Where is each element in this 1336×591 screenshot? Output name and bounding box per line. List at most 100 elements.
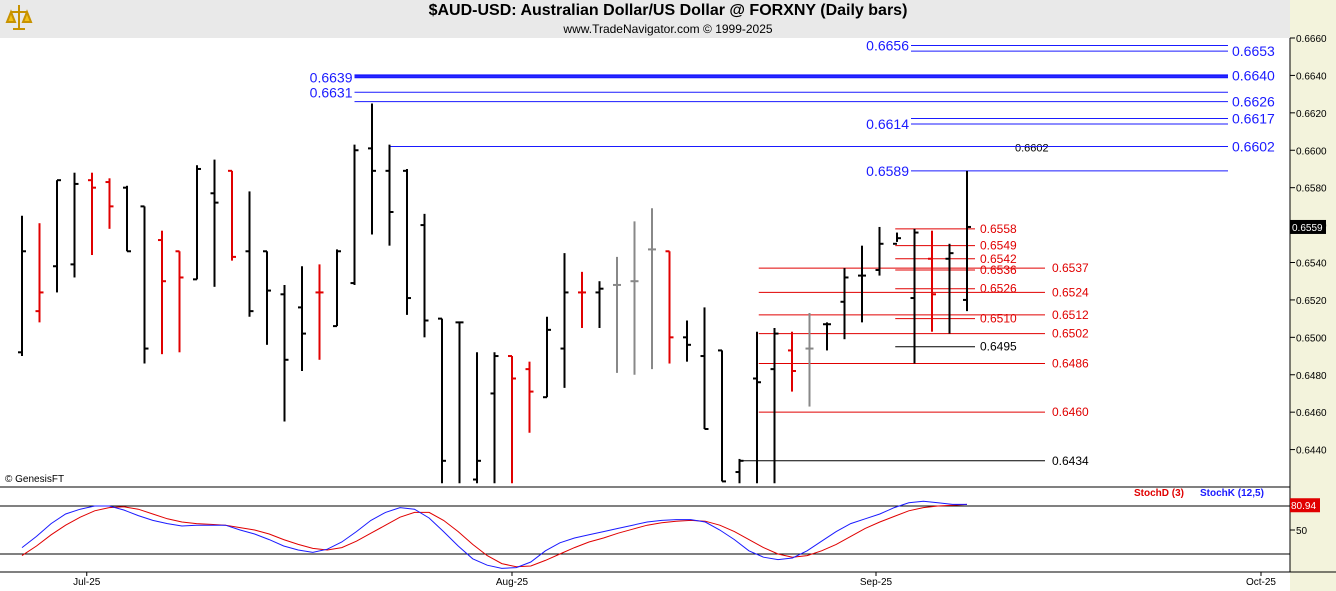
ohlc-bar — [735, 458, 744, 484]
y-tick-label: 0.6540 — [1296, 259, 1327, 270]
level-label: 0.6486 — [1052, 357, 1089, 371]
last-price-box — [1290, 219, 1326, 234]
stochk-line — [21, 500, 967, 569]
x-tick-label: Aug-25 — [496, 577, 529, 588]
ohlc-bar — [543, 316, 551, 399]
y-tick-label: 0.6440 — [1296, 446, 1327, 457]
stoch-y-tick-label: 50 — [1296, 526, 1308, 537]
ohlc-bar — [35, 223, 44, 323]
ohlc-bar — [875, 226, 884, 276]
level-line: 0.6558 — [895, 222, 1017, 236]
level-line: 0.6617 — [911, 110, 1275, 126]
level-line: 0.6549 — [895, 239, 1017, 253]
y-tick-label: 0.6620 — [1296, 109, 1327, 120]
ohlc-bar — [123, 185, 131, 253]
stoch-last-label: 80.94 — [1291, 501, 1316, 512]
y-tick-label: 0.6660 — [1296, 34, 1327, 45]
level-label: 0.6617 — [1232, 110, 1275, 126]
level-label: 0.6510 — [980, 312, 1017, 326]
y-tick-label: 0.6640 — [1296, 71, 1327, 82]
level-line: 0.6602 — [389, 139, 1275, 155]
ohlc-bar — [840, 268, 849, 340]
level-line: 0.6542 — [895, 252, 1017, 266]
ohlc-bar — [245, 191, 254, 317]
ohlc-bar — [665, 250, 674, 364]
level-line: 0.6486 — [758, 357, 1089, 371]
level-line: 0.6614 — [866, 116, 1228, 132]
y-tick-label: 0.6480 — [1296, 371, 1327, 382]
level-label: 0.6495 — [980, 340, 1017, 354]
level-label: 0.6549 — [980, 239, 1017, 253]
ohlc-bar — [350, 144, 359, 285]
level-line: 0.6602 — [1015, 143, 1049, 155]
ohlc-bar — [385, 144, 394, 246]
ohlc-bar — [175, 250, 184, 353]
level-label: 0.6512 — [1052, 308, 1089, 322]
chart-title: $AUD-USD: Australian Dollar/US Dollar @ … — [428, 2, 908, 19]
ohlc-bar — [770, 327, 779, 484]
ohlc-bar — [613, 256, 621, 373]
ohlc-bar — [910, 228, 919, 364]
ohlc-bar — [928, 230, 936, 332]
ohlc-bar — [70, 172, 79, 278]
ohlc-bar — [490, 352, 499, 484]
level-line: 0.6639 — [310, 69, 1228, 85]
x-tick-label: Sep-25 — [860, 577, 893, 588]
x-tick-label: Jul-25 — [73, 577, 101, 588]
y-tick-label: 0.6520 — [1296, 296, 1327, 307]
level-label: 0.6626 — [1232, 94, 1275, 110]
ohlc-bar — [508, 355, 516, 484]
level-line: 0.6536 — [895, 263, 1017, 277]
ohlc-bar — [228, 169, 236, 261]
ohlc-bar — [893, 232, 901, 245]
ohlc-bar — [578, 271, 586, 328]
chart-subtitle: www.TradeNavigator.com © 1999-2025 — [563, 22, 773, 36]
ohlc-bar — [648, 208, 656, 370]
ohlc-bar — [403, 168, 411, 315]
level-label: 0.6536 — [980, 263, 1017, 277]
ohlc-bar — [963, 170, 971, 312]
ohlc-bar — [805, 313, 814, 407]
level-line: 0.6640 — [354, 67, 1275, 83]
ohlc-bar — [105, 178, 114, 229]
ohlc-bar — [193, 165, 201, 281]
ohlc-bar — [683, 320, 691, 362]
level-line: 0.6653 — [911, 43, 1275, 59]
level-line: 0.6589 — [866, 163, 1228, 179]
ohlc-bar — [858, 245, 866, 323]
ohlc-bar — [18, 215, 26, 357]
ohlc-bar — [473, 352, 481, 484]
level-label: 0.6589 — [866, 163, 909, 179]
level-label: 0.6656 — [866, 37, 909, 53]
ohlc-bar — [700, 307, 709, 431]
ohlc-bar — [945, 243, 954, 334]
ohlc-bar — [525, 361, 534, 433]
y-tick-label: 0.6500 — [1296, 333, 1327, 344]
ohlc-bar — [788, 331, 796, 392]
stochd-line — [21, 503, 968, 568]
level-line: 0.6631 — [310, 84, 1228, 100]
level-label: 0.6542 — [980, 252, 1017, 266]
y-tick-label: 0.6460 — [1296, 408, 1327, 419]
copyright-notice: © GenesisFT — [5, 474, 65, 485]
x-tick-label: Oct-25 — [1246, 577, 1276, 588]
stoch-last-box — [1290, 498, 1320, 513]
ohlc-bar — [210, 159, 219, 287]
level-label: 0.6602 — [1232, 139, 1275, 155]
level-line: 0.6524 — [758, 285, 1089, 299]
level-line: 0.6495 — [895, 340, 1017, 354]
ohlc-bar — [333, 249, 341, 328]
level-line: 0.6656 — [866, 37, 1228, 53]
ohlc-bar — [53, 179, 61, 293]
stochd-legend: StochD (3) — [1134, 488, 1184, 499]
ohlc-bar — [158, 230, 166, 355]
last-price-label: 0.6559 — [1292, 223, 1323, 234]
y-tick-label: 0.6600 — [1296, 146, 1327, 157]
level-label: 0.6631 — [310, 84, 353, 100]
ohlc-bar — [88, 172, 96, 256]
level-line: 0.6502 — [758, 327, 1089, 341]
y-tick-label: 0.6580 — [1296, 184, 1327, 195]
ohlc-bar — [595, 281, 604, 328]
level-label: 0.6434 — [1052, 454, 1089, 468]
